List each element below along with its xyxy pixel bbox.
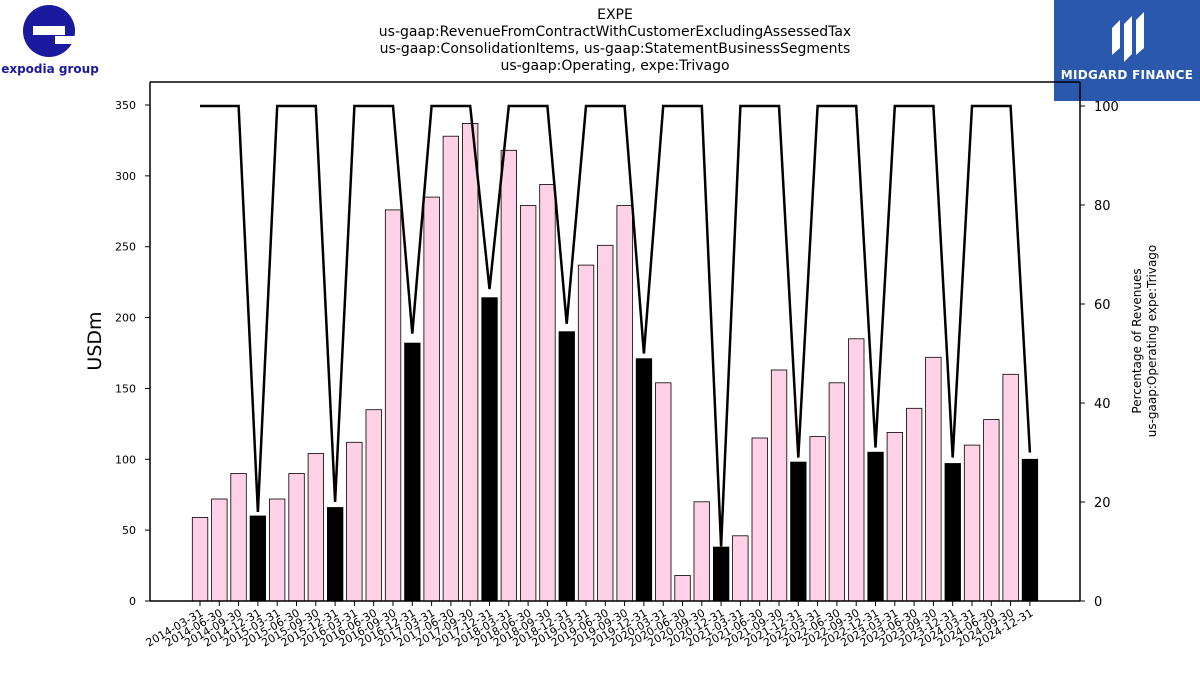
bar: [616, 205, 633, 602]
bar: [326, 507, 344, 602]
y-tick-label: 50: [122, 524, 136, 537]
bar: [288, 473, 305, 602]
bar: [481, 297, 498, 602]
title-line: EXPE: [597, 7, 633, 23]
y2-axis-label-line: Percentage of Revenues: [1130, 268, 1144, 413]
bar: [635, 358, 653, 602]
bar: [365, 409, 382, 602]
y-axis-label: USDm: [84, 311, 106, 370]
bar: [558, 331, 575, 602]
expedia-logo: expodia group: [0, 0, 100, 80]
bar: [539, 183, 556, 602]
bar: [307, 453, 325, 602]
y2-tick-label: 100: [1094, 100, 1119, 115]
bar: [346, 441, 363, 602]
y-tick-label: 200: [115, 312, 136, 325]
y2-tick-label: 40: [1094, 397, 1111, 412]
bar: [674, 575, 691, 602]
bar: [848, 338, 865, 602]
bar: [211, 498, 228, 602]
y2-axis-label-line: us-gaap:Operating expe:Trivago: [1145, 245, 1159, 438]
bar: [520, 205, 537, 602]
bar: [404, 342, 421, 602]
bar: [925, 356, 942, 602]
bar: [577, 264, 595, 602]
title-line: us-gaap:Operating, expe:Trivago: [500, 58, 730, 74]
y2-tick-label: 60: [1094, 298, 1111, 313]
y2-tick-label: 80: [1094, 199, 1111, 214]
y-tick-label: 300: [115, 170, 136, 183]
bar: [693, 501, 710, 602]
bar: [906, 407, 923, 602]
bar: [713, 546, 730, 602]
bar: [500, 149, 518, 602]
y-tick-label: 250: [115, 241, 136, 254]
bar: [423, 196, 440, 602]
y-tick-label: 100: [115, 453, 136, 466]
y-tick-label: 0: [129, 595, 136, 608]
bar: [249, 515, 267, 602]
bar: [963, 444, 981, 602]
y-tick-label: 150: [115, 382, 136, 395]
y-tick-label: 350: [115, 99, 136, 112]
bar: [268, 498, 286, 602]
bar: [442, 135, 460, 602]
midgard-logo-mark: [1112, 12, 1144, 62]
bar: [597, 244, 614, 602]
title-line: us-gaap:RevenueFromContractWithCustomerE…: [378, 24, 852, 40]
bar: [1002, 373, 1019, 602]
bar: [828, 382, 845, 602]
bar: [886, 431, 903, 602]
percentage-line: [200, 104, 1032, 547]
midgard-finance-logo: MIDGARD FINANCE: [1054, 0, 1200, 101]
y2-tick-label: 20: [1094, 496, 1111, 511]
bar: [732, 535, 749, 602]
brand-text: expodia group: [1, 62, 99, 76]
chart-title: EXPE us-gaap:RevenueFromContractWithCust…: [365, 7, 865, 75]
bar: [809, 436, 826, 602]
finance-text: MIDGARD FINANCE: [1060, 68, 1194, 82]
bar: [1021, 458, 1039, 602]
bar: [230, 473, 247, 602]
bar: [751, 437, 768, 602]
bar: [944, 463, 961, 602]
y2-tick-label: 0: [1094, 595, 1102, 610]
bar: [867, 451, 884, 602]
expedia-logo-mark: [23, 5, 75, 57]
bar: [461, 123, 479, 602]
bar: [384, 209, 402, 602]
bar: [983, 419, 1000, 602]
bar: [655, 382, 672, 602]
bar: [770, 369, 788, 602]
bar: [790, 461, 807, 602]
title-line: us-gaap:ConsolidationItems, us-gaap:Stat…: [379, 41, 851, 57]
bar: [191, 517, 209, 602]
